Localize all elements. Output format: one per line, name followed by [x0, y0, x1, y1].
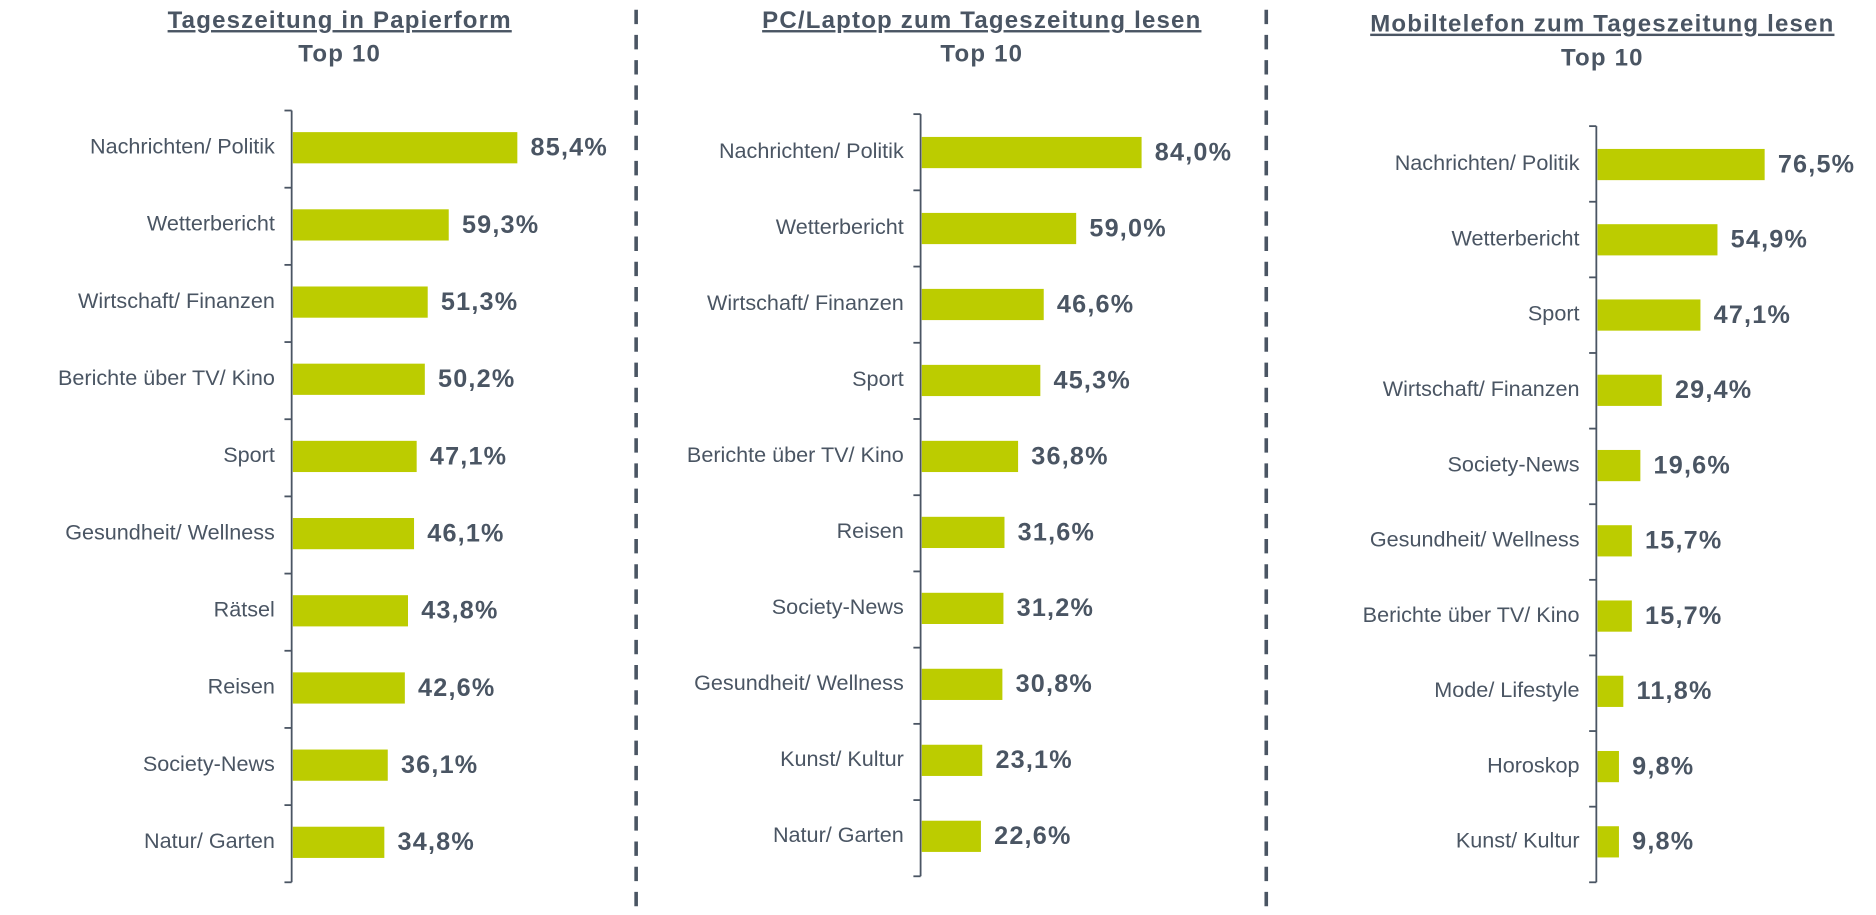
bar — [1597, 826, 1619, 858]
value-label: 59,3% — [462, 211, 539, 239]
value-label: 9,8% — [1632, 828, 1694, 856]
chart-title: Tageszeitung in Papierform — [168, 7, 512, 34]
chart-subtitle: Top 10 — [940, 41, 1023, 68]
bar — [921, 136, 1142, 169]
category-label: Nachrichten/ Politik — [1395, 150, 1580, 175]
bar — [921, 440, 1019, 473]
value-label: 15,7% — [1645, 527, 1722, 555]
bar — [292, 132, 518, 164]
category-label: Gesundheit/ Wellness — [1370, 527, 1580, 552]
bar — [1597, 224, 1718, 256]
category-label: Nachrichten/ Politik — [719, 138, 904, 163]
value-label: 43,8% — [421, 597, 498, 625]
category-label: Kunst/ Kultur — [780, 746, 904, 771]
category-label: Sport — [852, 366, 904, 391]
category-label: Berichte über TV/ Kino — [1363, 602, 1580, 627]
category-label: Sport — [223, 442, 275, 467]
chart-subtitle: Top 10 — [1561, 44, 1644, 71]
bar — [292, 286, 428, 318]
value-label: 31,6% — [1018, 518, 1095, 546]
bar — [1597, 525, 1632, 557]
bar — [921, 592, 1004, 624]
value-label: 45,3% — [1054, 366, 1131, 394]
bar — [292, 209, 449, 241]
bar — [292, 440, 417, 473]
category-label: Horoskop — [1487, 752, 1579, 777]
category-label: Gesundheit/ Wellness — [694, 670, 904, 695]
category-label: Wetterbericht — [1452, 225, 1580, 250]
category-label: Reisen — [208, 674, 275, 699]
value-label: 29,4% — [1675, 376, 1752, 404]
category-label: Nachrichten/ Politik — [90, 133, 275, 158]
bar — [1597, 449, 1641, 482]
category-label: Berichte über TV/ Kino — [687, 442, 904, 467]
category-label: Reisen — [837, 518, 904, 543]
bar — [921, 212, 1077, 245]
category-label: Kunst/ Kultur — [1456, 828, 1580, 853]
bar — [292, 826, 385, 858]
value-label: 47,1% — [430, 442, 507, 470]
value-label: 15,7% — [1645, 602, 1722, 630]
bar — [1597, 750, 1619, 783]
bar — [1597, 374, 1662, 406]
value-label: 46,6% — [1057, 290, 1134, 318]
value-label: 85,4% — [531, 134, 608, 162]
category-label: Mode/ Lifestyle — [1434, 677, 1579, 702]
bar — [1597, 148, 1765, 181]
value-label: 51,3% — [441, 288, 518, 316]
category-label: Society-News — [1448, 451, 1580, 476]
bar — [921, 668, 1003, 700]
category-label: Society-News — [143, 751, 275, 776]
category-label: Natur/ Garten — [144, 828, 275, 853]
value-label: 11,8% — [1637, 677, 1713, 705]
value-label: 22,6% — [994, 822, 1071, 850]
bar — [1597, 299, 1701, 331]
value-label: 59,0% — [1089, 214, 1166, 242]
value-label: 84,0% — [1155, 138, 1232, 166]
value-label: 30,8% — [1016, 670, 1093, 698]
bar — [1597, 675, 1624, 707]
bar — [921, 516, 1005, 549]
value-label: 76,5% — [1778, 150, 1855, 178]
value-label: 54,9% — [1731, 226, 1808, 254]
bar — [292, 672, 405, 704]
category-label: Wirtschaft/ Finanzen — [78, 288, 275, 313]
chart-subtitle: Top 10 — [298, 41, 381, 68]
value-label: 31,2% — [1017, 594, 1094, 622]
bar — [1597, 600, 1632, 632]
bar — [292, 363, 425, 395]
bar — [292, 749, 388, 781]
category-label: Society-News — [772, 594, 904, 619]
value-label: 46,1% — [427, 519, 504, 547]
value-label: 42,6% — [418, 674, 495, 702]
category-label: Rätsel — [214, 596, 275, 621]
category-label: Gesundheit/ Wellness — [65, 519, 275, 544]
chart-title: Mobiltelefon zum Tageszeitung lesen — [1370, 11, 1834, 38]
category-label: Natur/ Garten — [773, 822, 904, 847]
value-label: 47,1% — [1714, 301, 1791, 329]
value-label: 23,1% — [995, 746, 1072, 774]
value-label: 50,2% — [438, 365, 515, 393]
value-label: 34,8% — [398, 828, 475, 856]
bar — [292, 595, 408, 627]
value-label: 36,1% — [401, 751, 478, 779]
value-label: 36,8% — [1031, 442, 1108, 470]
category-label: Wirtschaft/ Finanzen — [1383, 376, 1580, 401]
bar — [921, 364, 1041, 397]
value-label: 9,8% — [1632, 752, 1694, 780]
bar — [921, 820, 981, 852]
category-label: Wirtschaft/ Finanzen — [707, 290, 904, 315]
chart-title: PC/Laptop zum Tageszeitung lesen — [762, 7, 1201, 34]
value-label: 19,6% — [1654, 451, 1731, 479]
category-label: Berichte über TV/ Kino — [58, 365, 275, 390]
bar — [292, 518, 415, 550]
category-label: Sport — [1528, 301, 1580, 326]
bar — [921, 288, 1044, 321]
category-label: Wetterbericht — [147, 211, 275, 236]
category-label: Wetterbericht — [776, 214, 904, 239]
bar — [921, 744, 983, 776]
